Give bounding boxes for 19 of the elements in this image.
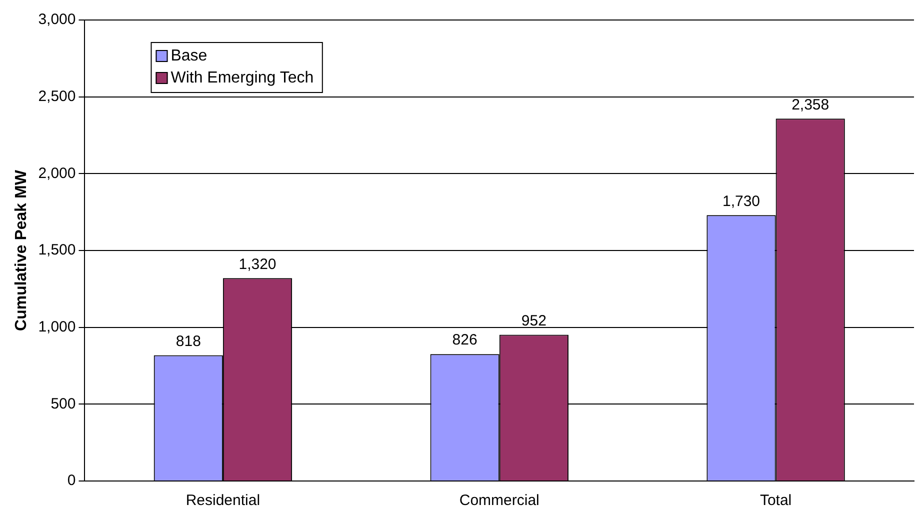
- data-label: 2,358: [792, 96, 830, 114]
- data-label: 952: [521, 312, 546, 330]
- legend-label: Base: [170, 47, 208, 64]
- y-tick-label: 3,000: [38, 11, 76, 28]
- data-label: 1,730: [722, 192, 760, 210]
- legend-label: With Emerging Tech: [170, 69, 314, 86]
- y-tick-label: 0: [67, 472, 76, 490]
- data-label: 818: [176, 332, 201, 350]
- x-tick-label: Commercial: [459, 492, 540, 510]
- data-label: 1,320: [238, 256, 276, 273]
- data-label: 826: [452, 332, 478, 349]
- y-tick-label: 500: [50, 395, 76, 412]
- y-tick-label: 2,000: [38, 164, 76, 182]
- y-tick-label: 1,500: [38, 242, 76, 259]
- y-tick-label: 1,000: [38, 318, 76, 336]
- y-axis-title: Cumulative Peak MW: [13, 169, 30, 331]
- x-tick-label: Residential: [186, 492, 260, 510]
- y-tick-label: 2,500: [38, 88, 76, 105]
- x-tick-label: Total: [760, 492, 792, 510]
